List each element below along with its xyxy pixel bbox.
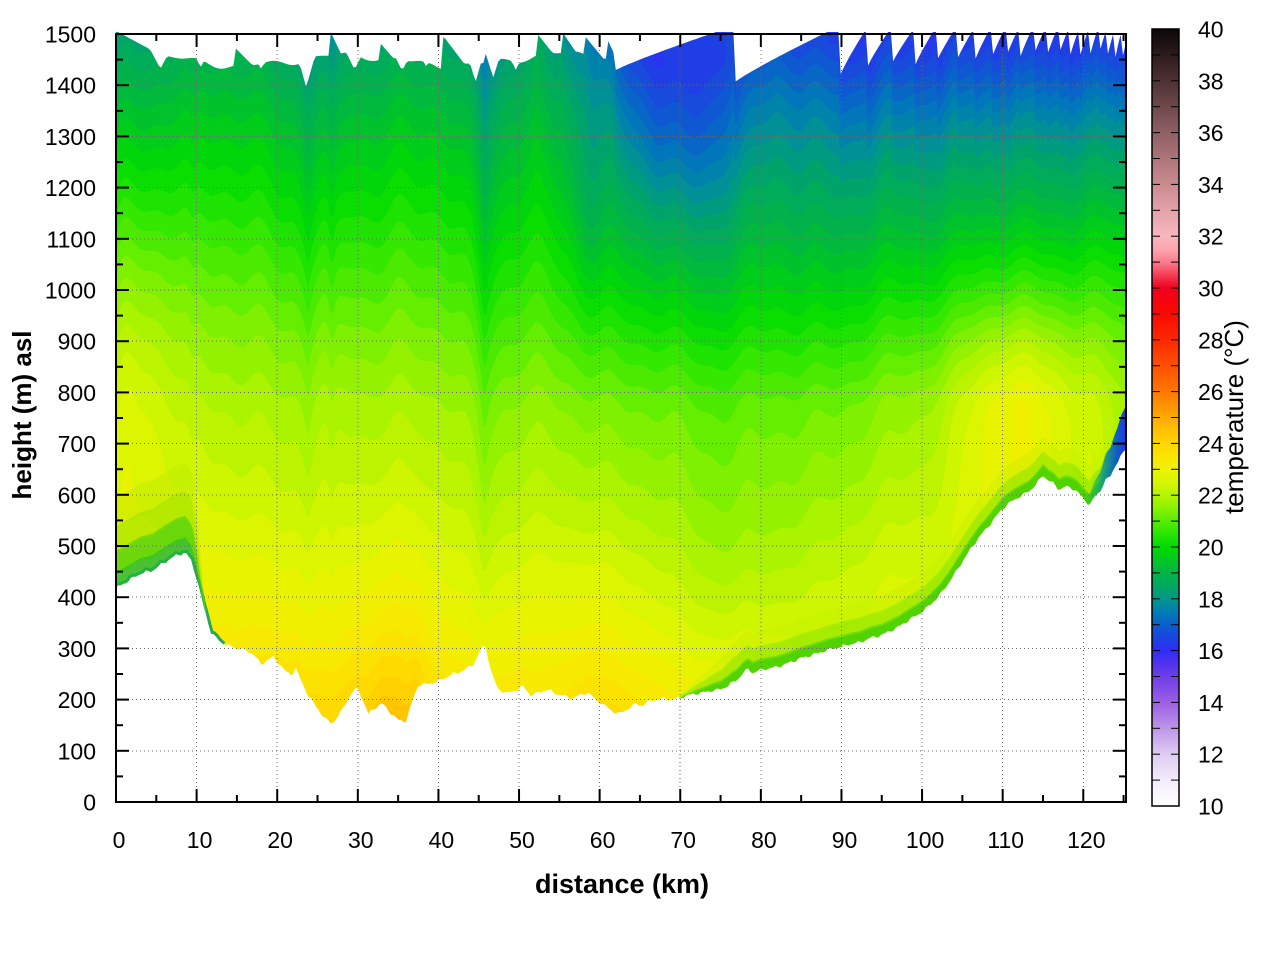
svg-text:18: 18 [1198, 586, 1224, 612]
svg-text:1000: 1000 [45, 278, 96, 304]
svg-text:300: 300 [58, 636, 96, 662]
svg-text:28: 28 [1198, 327, 1224, 353]
svg-text:1100: 1100 [47, 226, 96, 252]
svg-text:40: 40 [1198, 17, 1224, 43]
svg-text:800: 800 [58, 380, 96, 406]
svg-text:100: 100 [906, 827, 944, 853]
svg-text:12: 12 [1198, 742, 1224, 768]
svg-text:700: 700 [58, 431, 96, 457]
svg-text:temperature (°C): temperature (°C) [1219, 320, 1249, 514]
svg-text:200: 200 [58, 687, 96, 713]
svg-text:0: 0 [113, 827, 126, 853]
svg-text:32: 32 [1198, 224, 1224, 250]
svg-text:26: 26 [1198, 379, 1224, 405]
svg-text:1300: 1300 [45, 124, 96, 150]
svg-text:height (m) asl: height (m) asl [7, 330, 37, 499]
svg-text:500: 500 [58, 534, 96, 560]
svg-text:1200: 1200 [45, 175, 96, 201]
svg-text:20: 20 [1198, 535, 1224, 561]
svg-text:10: 10 [1198, 794, 1224, 820]
svg-text:90: 90 [832, 827, 858, 853]
svg-text:400: 400 [58, 585, 96, 611]
svg-text:100: 100 [58, 738, 96, 764]
svg-text:600: 600 [58, 482, 96, 508]
svg-text:40: 40 [429, 827, 455, 853]
svg-text:30: 30 [1198, 276, 1224, 302]
svg-text:10: 10 [187, 827, 213, 853]
svg-text:1500: 1500 [45, 22, 96, 48]
svg-text:38: 38 [1198, 68, 1224, 94]
svg-text:900: 900 [58, 329, 96, 355]
svg-text:30: 30 [348, 827, 374, 853]
svg-text:1400: 1400 [45, 73, 96, 99]
svg-text:80: 80 [751, 827, 777, 853]
svg-text:0: 0 [83, 790, 96, 816]
svg-text:50: 50 [509, 827, 535, 853]
svg-text:distance (km): distance (km) [535, 869, 709, 899]
svg-text:22: 22 [1198, 483, 1224, 509]
svg-text:120: 120 [1067, 827, 1105, 853]
svg-text:60: 60 [590, 827, 616, 853]
svg-text:16: 16 [1198, 638, 1224, 664]
svg-text:110: 110 [987, 827, 1024, 853]
svg-text:36: 36 [1198, 120, 1224, 146]
svg-text:14: 14 [1198, 690, 1224, 716]
svg-text:24: 24 [1198, 431, 1224, 457]
svg-text:34: 34 [1198, 172, 1224, 198]
svg-text:20: 20 [267, 827, 293, 853]
svg-text:70: 70 [670, 827, 696, 853]
